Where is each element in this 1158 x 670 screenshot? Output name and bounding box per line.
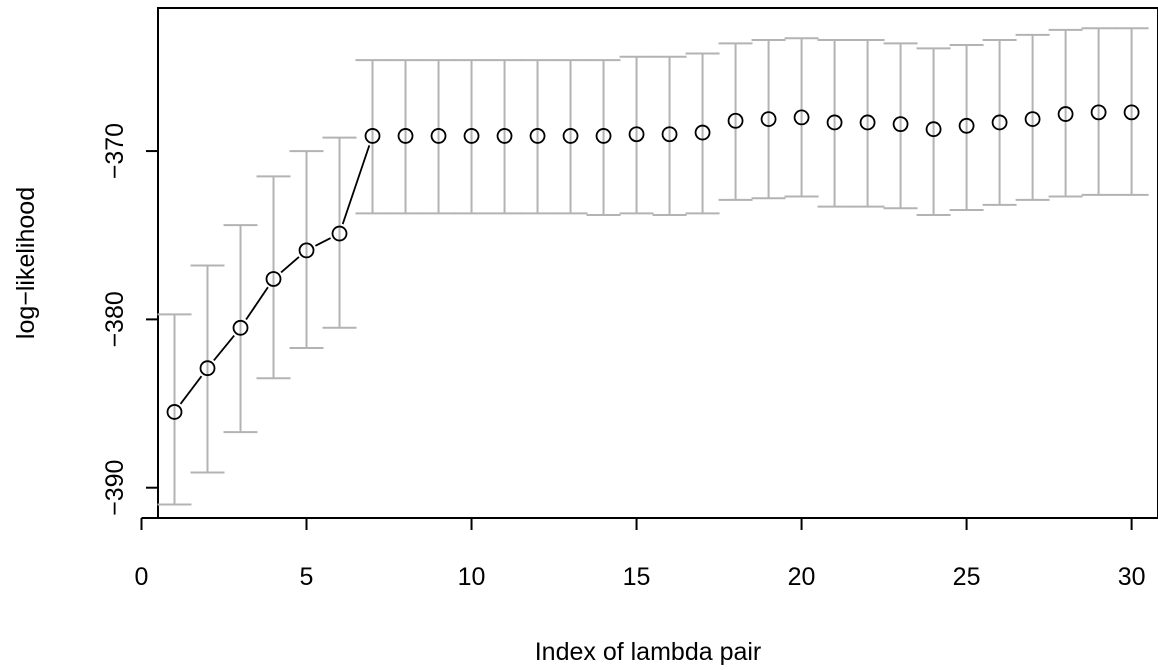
error-bar	[355, 59, 390, 215]
data-point	[364, 128, 381, 144]
error-bar	[751, 38, 786, 200]
plot-area	[157, 7, 1158, 519]
data-point	[1090, 104, 1107, 121]
error-bar	[850, 38, 885, 208]
error-bar	[223, 224, 258, 434]
data-point	[991, 114, 1008, 131]
data-point	[1123, 104, 1140, 121]
data-point	[925, 121, 942, 138]
error-bar	[256, 175, 291, 380]
x-tick-label: 5	[300, 563, 314, 591]
error-bar	[1048, 28, 1083, 198]
connector-segment	[213, 334, 235, 362]
connector-segment	[280, 256, 300, 274]
y-tick-label: −370	[101, 123, 129, 179]
data-point	[430, 128, 447, 144]
data-point	[298, 242, 315, 259]
error-bar	[1015, 33, 1050, 201]
data-point	[595, 128, 612, 144]
error-bar	[949, 44, 984, 211]
data-point	[265, 271, 282, 287]
data-point	[859, 114, 876, 131]
data-point	[1057, 106, 1074, 122]
data-point	[463, 128, 480, 144]
y-tick-label: −390	[101, 460, 129, 516]
x-tick-label: 25	[953, 563, 981, 591]
error-bar	[289, 150, 324, 349]
error-bar	[1081, 27, 1116, 196]
connector-segment	[179, 375, 203, 405]
data-point	[529, 128, 546, 144]
y-tick-label: −380	[101, 291, 129, 347]
connector-segment	[245, 286, 269, 321]
error-bar	[421, 59, 456, 215]
error-bar	[553, 59, 588, 215]
error-bar	[322, 136, 357, 329]
x-tick-label: 20	[788, 563, 816, 591]
plot-frame	[157, 7, 1158, 519]
error-bar	[520, 59, 555, 215]
x-axis-title: Index of lambda pair	[535, 638, 762, 666]
connector-segment	[341, 145, 371, 225]
data-point	[232, 319, 249, 336]
data-point	[958, 117, 975, 134]
data-point	[562, 128, 579, 144]
error-bar	[718, 42, 753, 201]
x-tick-label: 10	[458, 563, 486, 591]
data-point	[628, 126, 645, 143]
connector-segment	[315, 237, 332, 247]
error-bar	[487, 59, 522, 215]
error-bar	[883, 42, 918, 210]
error-bar	[784, 37, 819, 198]
data-point	[1024, 111, 1041, 127]
error-bar	[619, 55, 654, 215]
error-bar	[586, 59, 621, 217]
y-axis-title: log−likelihood	[12, 187, 40, 339]
error-bar	[190, 264, 225, 474]
data-point	[892, 116, 909, 133]
data-point	[793, 109, 810, 126]
x-axis: 0 5 10 15 20 25 30	[135, 517, 1146, 591]
data-point	[496, 128, 513, 144]
error-bar	[817, 38, 852, 208]
y-axis: −390 −380 −370	[101, 123, 158, 516]
error-bar	[685, 52, 720, 215]
data-point	[760, 111, 777, 127]
data-point	[826, 114, 843, 131]
x-tick-label: 15	[623, 563, 651, 591]
data-point	[727, 112, 744, 129]
error-bar	[157, 313, 192, 506]
error-bar	[652, 55, 687, 217]
x-tick-label: 0	[135, 563, 149, 591]
data-point	[331, 225, 348, 242]
data-point	[166, 404, 183, 420]
error-bar	[454, 59, 489, 215]
x-tick-label: 30	[1118, 563, 1146, 591]
data-point	[694, 124, 711, 141]
error-bar	[388, 59, 423, 215]
error-bar	[982, 38, 1017, 206]
data-point	[397, 128, 414, 144]
error-bar	[916, 47, 951, 217]
data-point	[661, 126, 678, 143]
data-point	[199, 360, 216, 377]
error-bar	[1114, 27, 1149, 196]
